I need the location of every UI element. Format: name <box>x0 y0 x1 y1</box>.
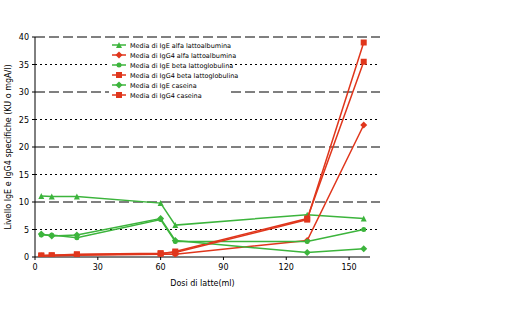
point <box>361 227 366 232</box>
legend-label: Media di IgG4 alfa lattoalbumina <box>130 52 236 60</box>
tick-label: 10 <box>19 198 29 207</box>
point <box>304 217 310 223</box>
series-line <box>41 219 363 253</box>
tick-label: 30 <box>93 263 103 272</box>
point <box>38 230 45 237</box>
point <box>157 251 164 257</box>
tick-label: 150 <box>341 263 356 272</box>
x-axis-label: Dosi di latte(ml) <box>170 279 234 288</box>
legend-marker <box>116 72 122 78</box>
tick-label: 35 <box>19 61 29 70</box>
legend-marker <box>116 82 123 89</box>
point <box>38 252 44 257</box>
point <box>73 252 80 257</box>
point <box>360 122 367 129</box>
legend-label: Media di IgE caseina <box>130 82 197 90</box>
legend-marker <box>116 42 122 48</box>
grid-line <box>35 119 380 120</box>
point <box>48 233 55 240</box>
point <box>48 252 55 257</box>
grid-line <box>35 229 380 230</box>
legend: Media di IgE alfa lattoalbumina Media di … <box>109 38 238 102</box>
tick-label: 20 <box>19 143 29 152</box>
series-line <box>41 125 363 256</box>
point <box>158 200 164 206</box>
series-line <box>41 220 363 242</box>
grid-line <box>35 174 380 175</box>
tick-label: 0 <box>32 263 37 272</box>
point <box>360 245 367 252</box>
plot-area <box>38 40 367 258</box>
point <box>74 252 80 257</box>
point <box>49 252 55 257</box>
point <box>172 222 178 228</box>
legend-marker <box>117 63 122 68</box>
y-axis-label: Livello IgE e IgG4 specifiche (KU o mgA/… <box>4 64 13 229</box>
point <box>305 239 310 244</box>
point <box>49 194 55 200</box>
series-line <box>41 43 363 256</box>
point <box>158 250 164 256</box>
y-axis <box>35 37 36 257</box>
point <box>38 193 44 199</box>
point <box>361 59 367 65</box>
tick-label: 90 <box>218 263 228 272</box>
point <box>304 249 311 256</box>
point <box>73 232 80 239</box>
point <box>74 251 80 257</box>
point <box>49 252 55 257</box>
tick-label: 25 <box>19 116 29 125</box>
tick-label: 40 <box>19 33 29 42</box>
x-axis <box>35 257 370 258</box>
point <box>361 216 367 222</box>
legend-label: Media di IgG4 caseina <box>130 92 202 100</box>
point <box>38 253 44 257</box>
grid-line <box>35 37 380 38</box>
legend-marker <box>116 52 123 59</box>
point <box>157 215 164 222</box>
legend-label: Media di IgG4 beta lattoglobulina <box>130 72 238 80</box>
tick-label: 0 <box>24 253 29 262</box>
tick-label: 30 <box>19 88 29 97</box>
grid-line <box>35 202 380 203</box>
grid-line <box>35 147 380 148</box>
chart: 0 5 10 15 20 25 30 35 40 0 30 60 90 120 150 Dosi di lat… <box>0 0 518 312</box>
point <box>172 250 178 256</box>
legend-marker <box>116 92 122 98</box>
point <box>158 251 164 257</box>
tick-label: 5 <box>24 226 29 235</box>
tick-label: 120 <box>279 263 294 272</box>
point <box>38 252 45 257</box>
point <box>74 194 80 200</box>
series-line <box>41 196 363 225</box>
legend-label: Media di IgE beta lattoglobulina <box>130 62 233 70</box>
point <box>361 40 367 46</box>
point <box>172 237 179 244</box>
tick-label: 15 <box>19 171 29 180</box>
tick-label: 60 <box>156 263 166 272</box>
legend-label: Media di IgE alfa lattoalbumina <box>130 42 231 50</box>
